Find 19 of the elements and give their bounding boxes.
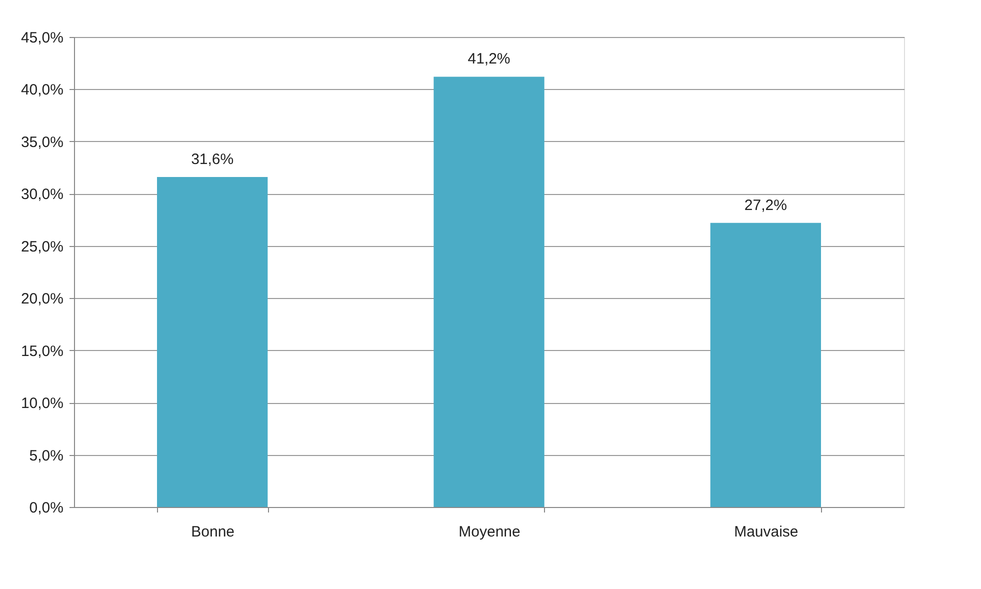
y-tick-label: 40,0% bbox=[20, 82, 64, 99]
x-tick-label: Bonne bbox=[191, 524, 235, 540]
x-tick-label: Moyenne bbox=[458, 524, 520, 540]
bar bbox=[434, 76, 544, 507]
y-tick-label: 20,0% bbox=[20, 290, 64, 308]
x-tick-label: Mauvaise bbox=[734, 524, 798, 540]
y-tick-label: 25,0% bbox=[20, 238, 64, 256]
y-tick-label: 10,0% bbox=[20, 395, 64, 412]
bar bbox=[710, 222, 821, 507]
data-label: 27,2% bbox=[744, 196, 787, 214]
y-tick-label: 35,0% bbox=[20, 134, 64, 151]
y-tick-label: 15,0% bbox=[20, 342, 64, 360]
y-tick-label: 30,0% bbox=[20, 186, 64, 204]
y-tick-label: 45,0% bbox=[20, 30, 64, 46]
y-tick-label: 0,0% bbox=[29, 500, 64, 516]
data-label: 41,2% bbox=[468, 50, 510, 68]
data-label: 31,6% bbox=[191, 150, 234, 168]
bar bbox=[157, 176, 268, 507]
y-tick-label: 5,0% bbox=[29, 447, 64, 464]
